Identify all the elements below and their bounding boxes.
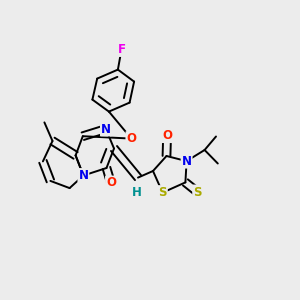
- Text: S: S: [193, 185, 202, 199]
- Text: O: O: [162, 129, 172, 142]
- Text: O: O: [106, 176, 116, 190]
- Text: S: S: [158, 186, 167, 199]
- Text: N: N: [101, 122, 111, 136]
- Text: H: H: [132, 186, 141, 199]
- Text: N: N: [182, 154, 192, 168]
- Text: F: F: [118, 43, 125, 56]
- Text: N: N: [78, 169, 88, 182]
- Text: O: O: [126, 132, 136, 145]
